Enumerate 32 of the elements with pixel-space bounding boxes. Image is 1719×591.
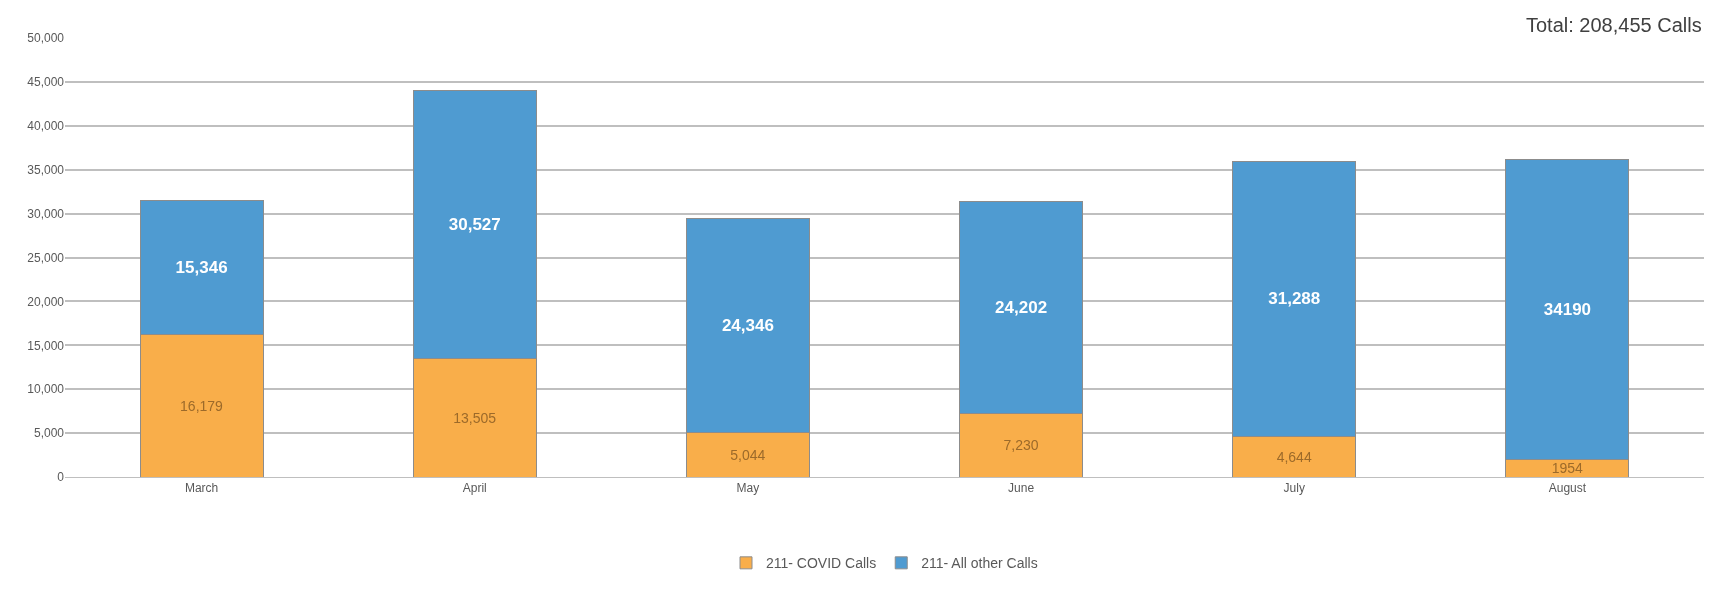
y-tick-label: 30,000 <box>27 206 65 221</box>
data-label: 30,527 <box>448 214 501 234</box>
data-label: 34190 <box>1543 300 1592 320</box>
legend-label: 211- All other Calls <box>921 555 1038 572</box>
y-tick-label: 5,000 <box>33 426 65 441</box>
y-tick-label: 40,000 <box>27 119 65 133</box>
y-tick-label: 50,000 <box>27 31 65 46</box>
y-tick-label: 25,000 <box>27 250 65 265</box>
x-tick-label: June <box>1008 481 1035 496</box>
data-label: 4,644 <box>1276 448 1312 465</box>
data-label: 16,179 <box>180 397 224 414</box>
y-tick-label: 15,000 <box>27 338 65 353</box>
y-tick-label: 45,000 <box>27 75 65 90</box>
data-label: 5,044 <box>730 446 766 463</box>
y-tick-label: 0 <box>57 470 65 485</box>
legend-label: 211- COVID Calls <box>766 555 877 572</box>
data-label: 24,346 <box>721 316 774 336</box>
data-label: 7,230 <box>1003 437 1039 454</box>
data-label: 1954 <box>1551 460 1584 477</box>
x-tick-label: August <box>1548 481 1587 496</box>
x-tick-label: March <box>184 481 219 496</box>
y-tick-label: 35,000 <box>27 162 65 177</box>
y-tick-label: 20,000 <box>27 294 65 309</box>
data-label: 13,505 <box>453 409 497 426</box>
text: Total: 208,455 Calls <box>1526 14 1702 36</box>
data-label: 15,346 <box>175 258 228 278</box>
x-tick-label: April <box>462 481 487 496</box>
x-tick-label: July <box>1283 481 1305 496</box>
data-label: 31,288 <box>1268 289 1321 309</box>
x-tick-label: May <box>736 481 760 496</box>
data-label: 24,202 <box>995 297 1048 317</box>
y-tick-label: 10,000 <box>27 382 65 397</box>
